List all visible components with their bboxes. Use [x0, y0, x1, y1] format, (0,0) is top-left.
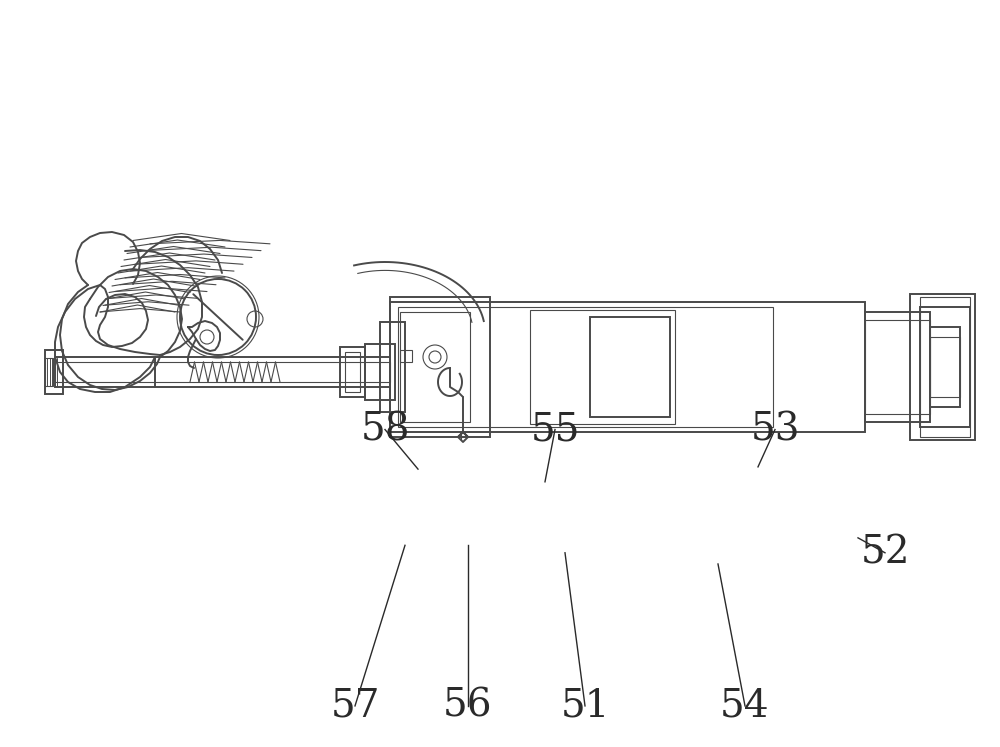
- Bar: [340, 347, 365, 397]
- Bar: [920, 297, 970, 437]
- Bar: [930, 327, 960, 407]
- Bar: [400, 312, 470, 422]
- Bar: [910, 294, 975, 440]
- Bar: [365, 344, 395, 400]
- Bar: [390, 302, 865, 432]
- Bar: [865, 320, 930, 414]
- Bar: [865, 312, 930, 422]
- Text: 51: 51: [560, 687, 610, 725]
- Text: 56: 56: [443, 687, 493, 725]
- Text: 52: 52: [860, 534, 910, 571]
- Bar: [398, 307, 773, 427]
- Bar: [930, 337, 960, 397]
- Bar: [45, 358, 53, 386]
- Bar: [55, 357, 390, 387]
- Text: 57: 57: [330, 687, 380, 725]
- Bar: [400, 350, 412, 362]
- Bar: [530, 310, 675, 424]
- Bar: [345, 352, 360, 392]
- Bar: [380, 322, 405, 412]
- Bar: [55, 362, 390, 382]
- Text: 58: 58: [360, 411, 410, 448]
- Text: 54: 54: [720, 687, 770, 725]
- Bar: [390, 297, 490, 437]
- Bar: [920, 307, 970, 427]
- Bar: [590, 317, 670, 417]
- Text: 55: 55: [530, 411, 580, 448]
- Text: 53: 53: [750, 411, 800, 448]
- Bar: [45, 350, 63, 394]
